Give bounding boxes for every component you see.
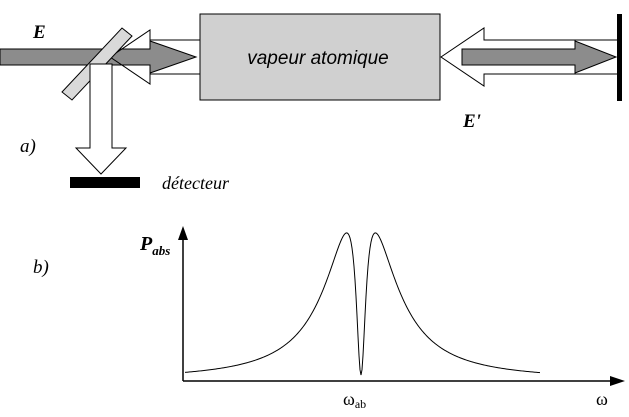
vapour-cell <box>199 13 441 101</box>
x-axis-label: ω <box>596 389 608 409</box>
label-e-prime: E' <box>462 111 481 132</box>
cell-label: vapeur atomique <box>247 48 389 69</box>
label-a: a) <box>20 136 36 157</box>
label-e: E <box>32 22 46 43</box>
x-marker-label: ωab <box>343 389 366 411</box>
detector <box>70 177 140 188</box>
return-beam <box>109 29 201 85</box>
y-axis-arrow <box>178 226 188 240</box>
absorption-curve <box>184 232 541 376</box>
x-marker-sub: ab <box>355 397 366 411</box>
mirror <box>617 14 622 101</box>
label-b: b) <box>33 257 49 278</box>
x-axis-arrow <box>610 376 625 386</box>
y-axis-sub: abs <box>152 243 170 258</box>
x-marker-main: ω <box>343 389 355 409</box>
forward-beam-right <box>461 40 618 74</box>
y-axis-label: Pabs <box>139 233 170 258</box>
detected-beam <box>74 63 128 175</box>
y-axis-main: P <box>139 233 153 255</box>
detector-label: détecteur <box>162 173 230 193</box>
